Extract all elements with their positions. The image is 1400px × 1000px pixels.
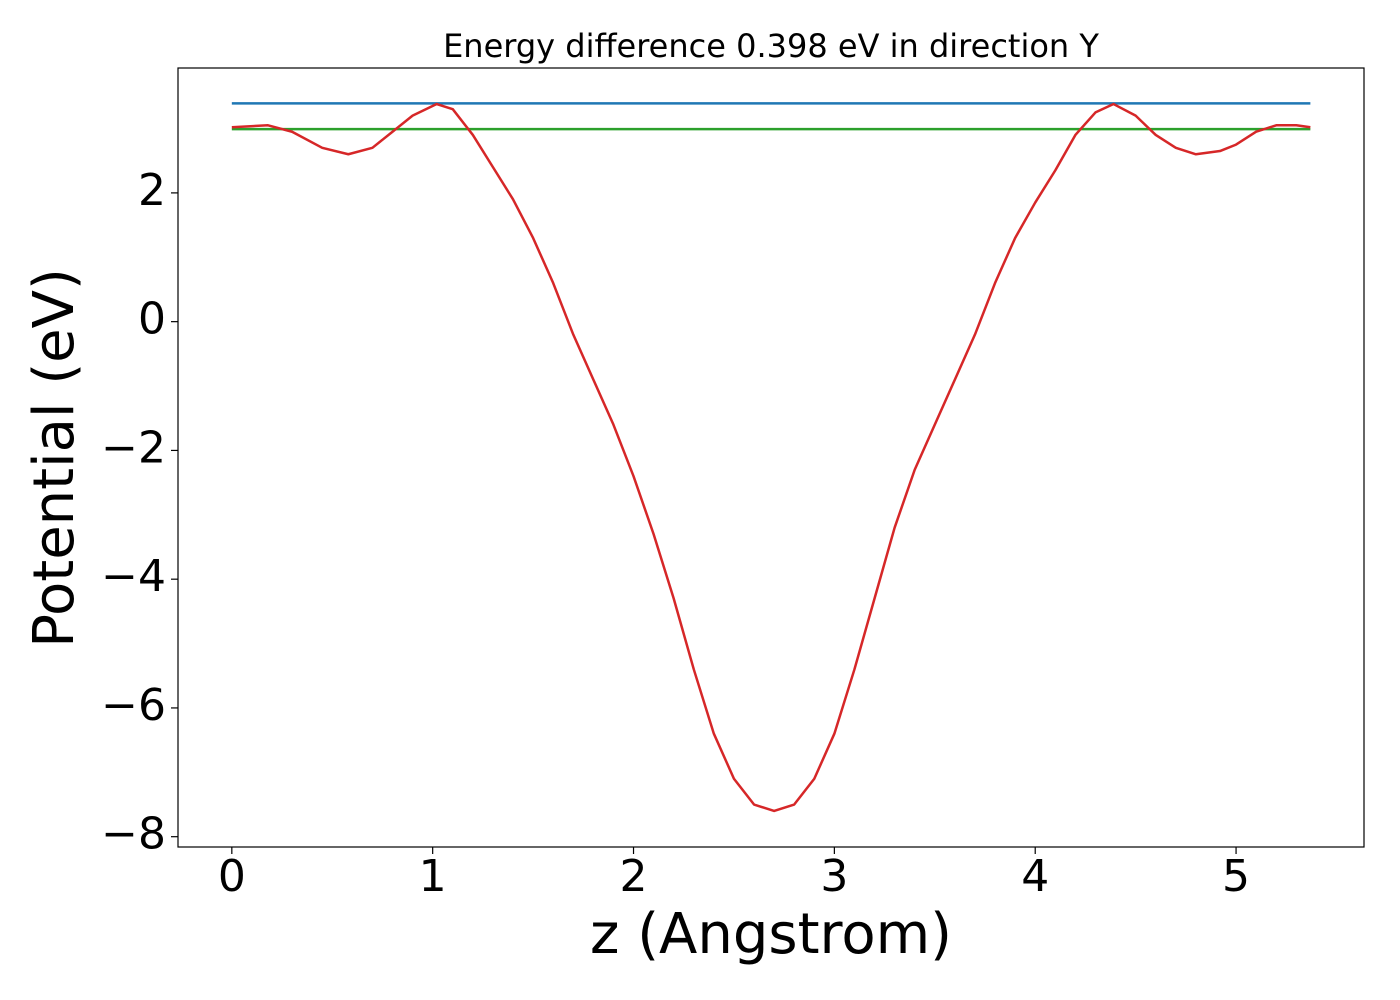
chart-title: Energy difference 0.398 eV in direction … bbox=[443, 27, 1099, 65]
y-tick-label: −6 bbox=[101, 680, 166, 731]
y-tick-label: −2 bbox=[101, 422, 166, 473]
plot-frame bbox=[177, 67, 1365, 848]
x-axis-label: z (Angstrom) bbox=[590, 902, 952, 967]
x-tick-label: 1 bbox=[419, 851, 447, 902]
data-line bbox=[231, 102, 1311, 813]
x-tick-label: 3 bbox=[820, 851, 848, 902]
x-tick-label: 4 bbox=[1021, 851, 1049, 902]
y-tick-label: −8 bbox=[101, 809, 166, 860]
y-axis-label: Potential (eV) bbox=[22, 268, 87, 648]
x-tick-label: 5 bbox=[1222, 851, 1250, 902]
x-tick-label: 2 bbox=[620, 851, 648, 902]
y-tick-label: 2 bbox=[138, 165, 166, 216]
x-tick-label: 0 bbox=[218, 851, 246, 902]
y-tick-label: −4 bbox=[101, 551, 166, 602]
y-tick-label: 0 bbox=[138, 294, 166, 345]
